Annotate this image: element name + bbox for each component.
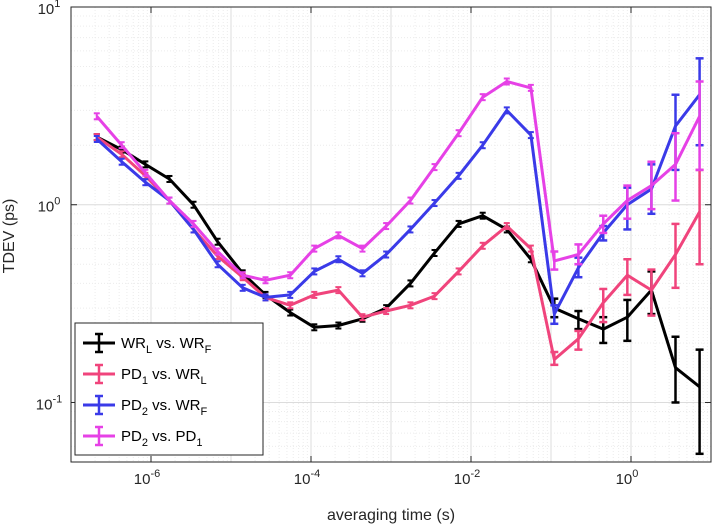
series-4 <box>93 77 704 285</box>
y-tick-label: 10-1 <box>36 393 62 413</box>
series-layer <box>93 57 704 456</box>
x-tick-label: 100 <box>616 468 639 488</box>
legend-label: PD2 vs. WRF <box>121 397 207 418</box>
series-3 <box>93 57 704 326</box>
legend-entry: PD2 vs. PD1 <box>83 425 202 449</box>
legend-label: PD2 vs. PD1 <box>121 428 202 449</box>
plot-frame <box>70 6 712 463</box>
legend-entry: WRL vs. WRF <box>83 332 212 356</box>
series-line <box>96 135 701 388</box>
series-line <box>95 80 701 282</box>
legend-entry: PD2 vs. WRF <box>83 394 207 418</box>
legend-box <box>74 322 264 456</box>
legend-label: WRL vs. WRF <box>121 335 212 356</box>
series-line <box>95 93 701 316</box>
x-tick-label: 10-2 <box>454 468 480 488</box>
x-tick-label: 10-6 <box>134 468 160 488</box>
y-axis-title: TDEV (ps) <box>1 199 18 274</box>
x-axis-title: averaging time (s) <box>327 507 455 524</box>
legend: WRL vs. WRF PD1 vs. WRL PD2 vs. WRF PD2 vs.… <box>74 322 264 456</box>
legend-entry: PD1 vs. WRL <box>83 363 207 387</box>
legend-label: PD1 vs. WRL <box>121 366 207 387</box>
x-tick-label: 10-4 <box>294 468 320 488</box>
y-tick-label: 100 <box>38 196 61 216</box>
y-tick-label: 101 <box>38 0 61 18</box>
tick-layer: 10-6 10-4 10-2 100 10-1 100 101 <box>36 0 711 488</box>
